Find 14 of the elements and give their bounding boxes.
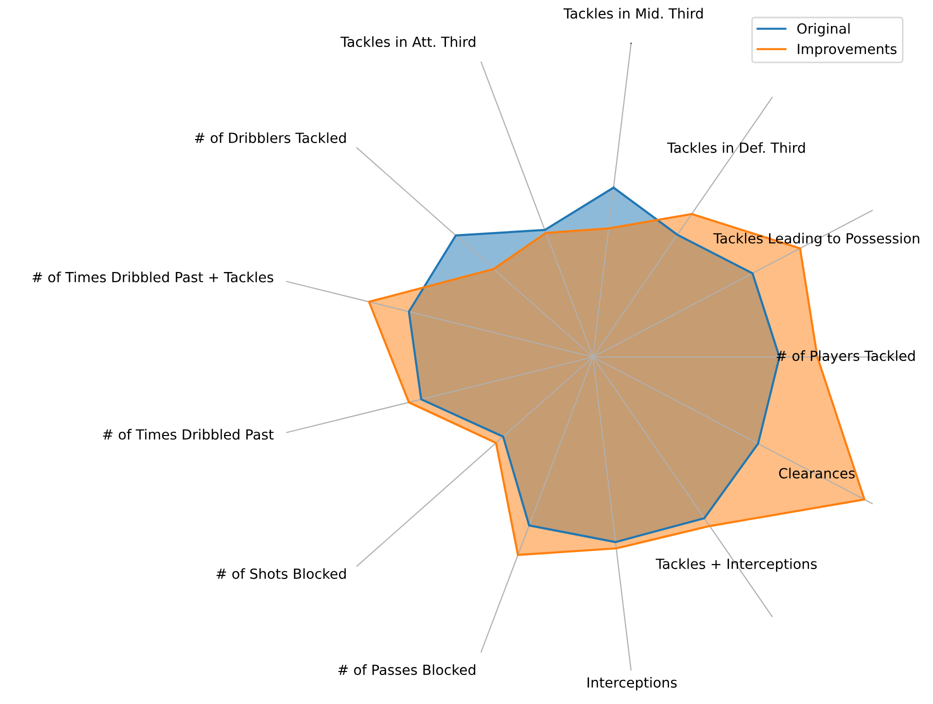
spoke-label: # of Times Dribbled Past + Tackles bbox=[32, 272, 274, 282]
spoke-label: # of Dribblers Tackled bbox=[194, 132, 346, 144]
spoke-label: Tackles in Mid. Third bbox=[564, 8, 703, 19]
spoke-label: Tackles in Def. Third bbox=[667, 142, 805, 153]
spoke-label: Clearances bbox=[779, 468, 855, 479]
spoke-label: Tackles Leading to Possession bbox=[713, 232, 920, 246]
spoke-label: Tackles in Att. Third bbox=[340, 36, 476, 48]
legend-label: Improvements bbox=[798, 44, 896, 57]
spoke-label: # of Shots Blocked bbox=[216, 568, 346, 579]
spoke-label: Interceptions bbox=[588, 676, 677, 690]
spoke-label: Tackles + Interceptions bbox=[656, 558, 817, 572]
legend-label: Original bbox=[797, 23, 850, 36]
spoke-label: # of Passes Blocked bbox=[338, 664, 476, 676]
spoke-label: # of Times Dribbled Past bbox=[103, 428, 274, 440]
